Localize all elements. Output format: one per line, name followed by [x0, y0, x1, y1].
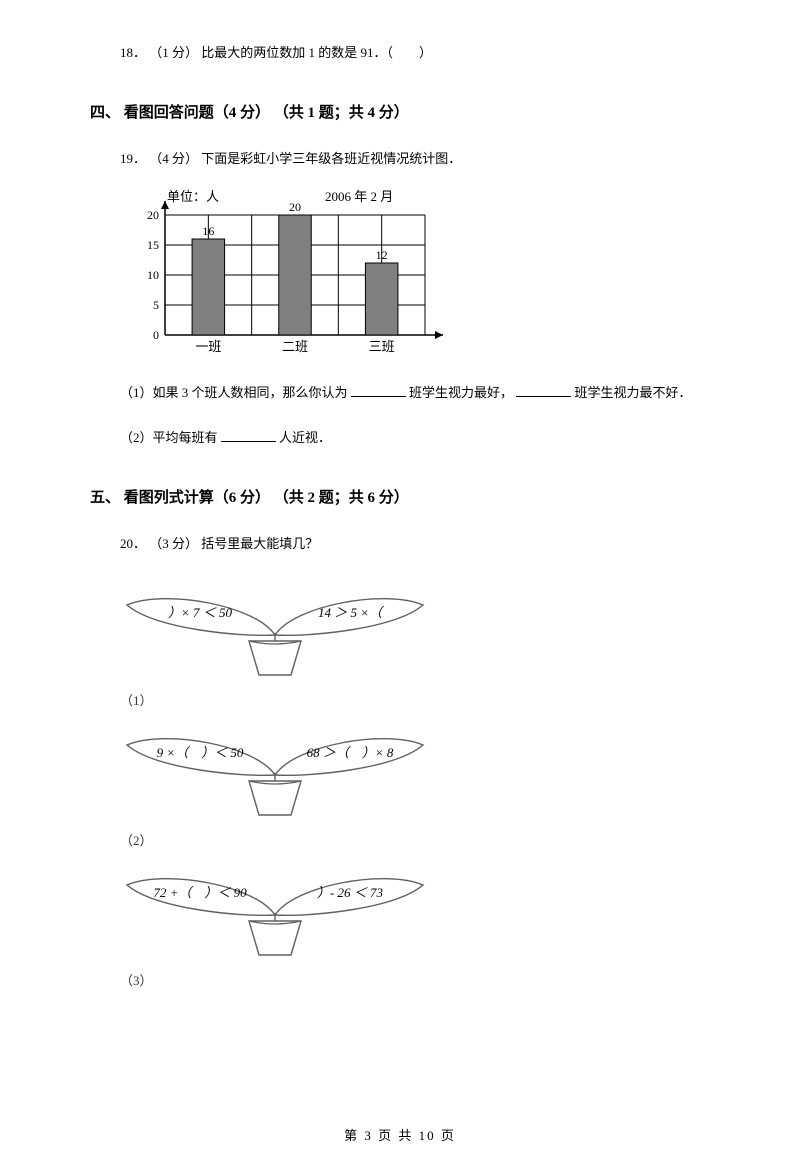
svg-text:15: 15	[147, 238, 159, 252]
svg-text:0: 0	[153, 328, 159, 342]
svg-text:9 ×（ ）＜ 50: 9 ×（ ）＜ 50	[157, 745, 244, 760]
svg-text:14 ＞ 5 ×（: 14 ＞ 5 ×（	[318, 605, 385, 620]
blank-input[interactable]	[221, 428, 276, 442]
plant-3-label: （3）	[120, 970, 710, 989]
svg-text:5: 5	[153, 298, 159, 312]
blank-input[interactable]	[351, 383, 406, 397]
question-19: 19． （4 分） 下面是彩虹小学三年级各班近视情况统计图．	[120, 148, 710, 167]
svg-text:72 +（ ）＜ 90: 72 +（ ）＜ 90	[153, 885, 247, 900]
q20-points: （3 分）	[149, 536, 198, 551]
plant-svg: ）× 7 ＜ 50 14 ＞ 5 ×（	[120, 587, 430, 682]
plant-1-label: （1）	[120, 690, 710, 709]
q20-text: 括号里最大能填几？	[201, 536, 318, 551]
q19-sub2-a: （2）平均每班有	[120, 430, 218, 445]
svg-text:二班: 二班	[282, 339, 308, 354]
section-4-heading: 四、 看图回答问题（4 分） （共 1 题；共 4 分）	[90, 101, 710, 122]
svg-text:16: 16	[202, 224, 214, 238]
q18-number: 18．	[120, 45, 146, 60]
q19-sub1-b: 班学生视力最好，	[409, 385, 513, 400]
svg-text:20: 20	[147, 208, 159, 222]
plant-3: 72 +（ ）＜ 90 ）- 26 ＜ 73	[120, 867, 710, 962]
svg-text:10: 10	[147, 268, 159, 282]
question-18: 18． （1 分） 比最大的两位数加 1 的数是 91．（ ）	[120, 42, 710, 61]
q18-points: （1 分）	[149, 45, 198, 60]
q19-sub2-b: 人近视．	[279, 430, 331, 445]
svg-text:12: 12	[376, 248, 388, 262]
plant-2-label: （2）	[120, 830, 710, 849]
page-footer: 第 3 页 共 10 页	[90, 1125, 710, 1144]
q20-number: 20．	[120, 536, 146, 551]
chart-svg: 单位：人 2006 年 2 月 0 5 10 15 20 16 一班 20 二班 12 三班	[120, 185, 450, 360]
q19-sub1-a: （1）如果 3 个班人数相同，那么你认为	[120, 385, 348, 400]
q19-number: 19．	[120, 151, 146, 166]
svg-text:20: 20	[289, 200, 301, 214]
q19-sub1-c: 班学生视力最不好．	[575, 385, 692, 400]
bar-chart: 单位：人 2006 年 2 月 0 5 10 15 20 16 一班 20 二班 12 三班	[120, 185, 450, 360]
q19-points: （4 分）	[149, 151, 198, 166]
svg-text:三班: 三班	[369, 339, 395, 354]
svg-text:68 ＞（ ）× 8: 68 ＞（ ）× 8	[307, 745, 394, 760]
plant-svg: 9 ×（ ）＜ 50 68 ＞（ ）× 8	[120, 727, 430, 822]
q19-sub2: （2）平均每班有 人近视．	[120, 427, 710, 446]
q19-text: 下面是彩虹小学三年级各班近视情况统计图．	[201, 151, 461, 166]
q19-sub1: （1）如果 3 个班人数相同，那么你认为 班学生视力最好， 班学生视力最不好．	[120, 382, 710, 401]
section-5-heading: 五、 看图列式计算（6 分） （共 2 题；共 6 分）	[90, 486, 710, 507]
svg-text:）- 26 ＜ 73: ）- 26 ＜ 73	[317, 885, 384, 900]
q18-text: 比最大的两位数加 1 的数是 91．（ ）	[201, 45, 432, 60]
svg-text:2006 年 2 月: 2006 年 2 月	[325, 189, 393, 204]
svg-text:单位：人: 单位：人	[167, 189, 219, 204]
plant-2: 9 ×（ ）＜ 50 68 ＞（ ）× 8	[120, 727, 710, 822]
plant-1: ）× 7 ＜ 50 14 ＞ 5 ×（	[120, 587, 710, 682]
question-20: 20． （3 分） 括号里最大能填几？	[120, 533, 710, 552]
blank-input[interactable]	[516, 383, 571, 397]
plant-svg: 72 +（ ）＜ 90 ）- 26 ＜ 73	[120, 867, 430, 962]
svg-text:一班: 一班	[195, 339, 221, 354]
svg-text:）× 7 ＜ 50: ）× 7 ＜ 50	[168, 605, 233, 620]
